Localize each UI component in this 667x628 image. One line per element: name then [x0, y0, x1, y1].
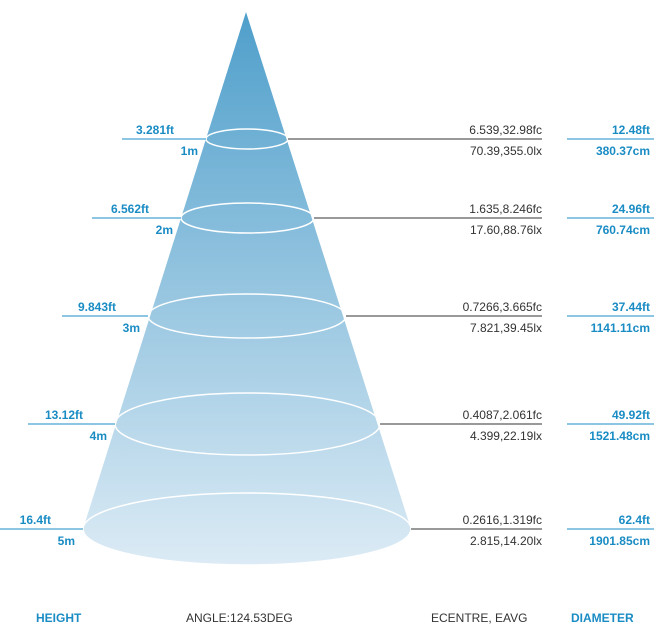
diameter-cm: 380.37cm [596, 144, 650, 158]
illuminance-fc: 0.7266,3.665fc [463, 300, 542, 314]
illuminance-fc: 6.539,32.98fc [469, 123, 542, 137]
diameter-ft: 49.92ft [612, 408, 650, 422]
height-m: 3m [123, 321, 140, 335]
illuminance-lx: 17.60,88.76lx [470, 223, 542, 237]
beam-cone [83, 12, 411, 565]
illuminance-lx: 4.399,22.19lx [470, 429, 542, 443]
height-m: 1m [181, 144, 198, 158]
diameter-ft: 37.44ft [612, 300, 650, 314]
illuminance-lx: 2.815,14.20lx [470, 534, 542, 548]
diameter-label: DIAMETER [571, 611, 634, 625]
height-ft: 16.4ft [20, 513, 51, 527]
illuminance-lx: 70.39,355.0lx [470, 144, 542, 158]
height-m: 5m [58, 534, 75, 548]
diameter-cm: 1141.11cm [591, 321, 650, 335]
illuminance-label: ECENTRE, EAVG [431, 611, 527, 625]
illuminance-fc: 0.4087,2.061fc [463, 408, 542, 422]
height-m: 2m [156, 223, 173, 237]
diameter-ft: 12.48ft [612, 123, 650, 137]
height-ft: 3.281ft [136, 123, 174, 137]
diameter-cm: 760.74cm [596, 223, 650, 237]
illuminance-lx: 7.821,39.45lx [470, 321, 542, 335]
height-m: 4m [90, 429, 107, 443]
angle-label: ANGLE:124.53DEG [186, 611, 293, 625]
height-ft: 13.12ft [45, 408, 83, 422]
illuminance-fc: 0.2616,1.319fc [463, 513, 542, 527]
beam-diagram: 3.281ft 1m 6.539,32.98fc 70.39,355.0lx 12.48… [0, 0, 667, 628]
illuminance-fc: 1.635,8.246fc [469, 202, 542, 216]
diameter-cm: 1901.85cm [589, 534, 650, 548]
height-ft: 6.562ft [111, 202, 149, 216]
diameter-ft: 24.96ft [612, 202, 650, 216]
height-ft: 9.843ft [78, 300, 116, 314]
height-label: HEIGHT [36, 611, 82, 625]
diameter-cm: 1521.48cm [589, 429, 650, 443]
diameter-ft: 62.4ft [619, 513, 650, 527]
